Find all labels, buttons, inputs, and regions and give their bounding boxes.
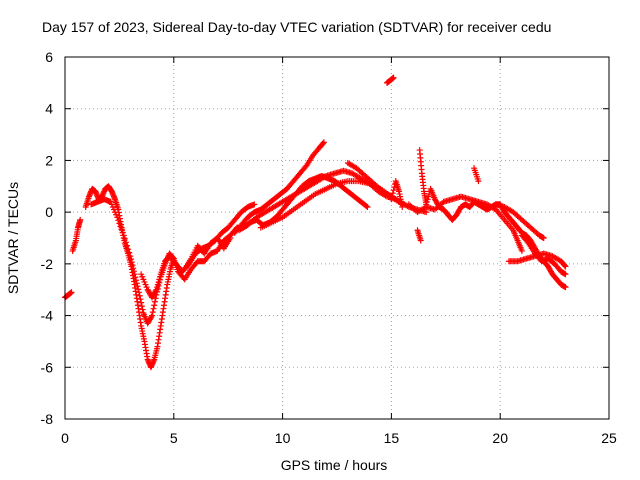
data-point bbox=[130, 268, 137, 275]
data-point bbox=[475, 178, 482, 185]
data-point bbox=[423, 209, 430, 216]
data-point bbox=[131, 271, 138, 278]
data-point bbox=[116, 220, 123, 227]
data-point bbox=[133, 277, 140, 284]
data-point bbox=[151, 298, 158, 305]
data-point bbox=[388, 196, 395, 203]
data-point bbox=[227, 235, 234, 241]
plot-frame bbox=[64, 56, 610, 420]
data-point bbox=[561, 262, 568, 269]
y-tick-label: -2 bbox=[41, 256, 54, 272]
chart-title: Day 157 of 2023, Sidereal Day-to-day VTE… bbox=[42, 19, 551, 35]
x-tick-label: 20 bbox=[492, 430, 508, 446]
data-point bbox=[77, 216, 84, 223]
x-tick-label: 0 bbox=[61, 430, 69, 446]
x-tick-label: 15 bbox=[384, 430, 400, 446]
data-point bbox=[135, 289, 142, 296]
data-point bbox=[302, 163, 309, 170]
data-point bbox=[125, 246, 132, 253]
data-point bbox=[115, 217, 122, 224]
y-tick-label: -8 bbox=[41, 411, 54, 427]
x-axis-label: GPS time / hours bbox=[281, 457, 388, 473]
data-point bbox=[390, 74, 397, 81]
data-point bbox=[364, 203, 371, 210]
data-point bbox=[399, 203, 406, 210]
data-point bbox=[129, 262, 136, 269]
data-point bbox=[562, 271, 569, 278]
data-point bbox=[389, 193, 396, 200]
data-point bbox=[121, 235, 128, 242]
data-point bbox=[126, 249, 133, 256]
data-point bbox=[128, 259, 135, 266]
data-point bbox=[119, 229, 126, 236]
data-point bbox=[124, 242, 131, 249]
data-point bbox=[117, 223, 124, 230]
data-point bbox=[562, 284, 569, 291]
data-point bbox=[152, 288, 159, 295]
data-point bbox=[251, 201, 258, 208]
data-point bbox=[127, 253, 134, 260]
y-tick-label: 4 bbox=[45, 101, 53, 117]
data-points bbox=[62, 74, 569, 371]
data-point bbox=[138, 303, 145, 310]
data-point bbox=[151, 302, 158, 309]
data-point bbox=[150, 305, 157, 312]
y-tick-label: -6 bbox=[41, 359, 54, 375]
data-point bbox=[68, 289, 75, 296]
data-point bbox=[130, 265, 137, 272]
data-point bbox=[518, 247, 525, 254]
data-point bbox=[417, 237, 424, 244]
data-point bbox=[320, 140, 327, 147]
data-point bbox=[363, 203, 370, 210]
y-tick-label: 0 bbox=[45, 204, 53, 220]
data-point bbox=[136, 292, 143, 299]
data-point bbox=[138, 299, 145, 306]
y-tick-label: -4 bbox=[41, 308, 54, 324]
y-axis-label: SDTVAR / TECUs bbox=[5, 182, 21, 294]
data-point bbox=[149, 309, 156, 316]
data-point bbox=[132, 274, 139, 281]
data-point bbox=[118, 226, 125, 233]
data-point bbox=[114, 214, 121, 221]
x-tick-label: 25 bbox=[601, 430, 617, 446]
data-point bbox=[540, 235, 547, 241]
data-point bbox=[148, 313, 155, 320]
data-point bbox=[122, 239, 129, 246]
data-point bbox=[389, 190, 396, 197]
data-point bbox=[137, 296, 144, 303]
data-point bbox=[134, 283, 141, 290]
grid bbox=[65, 57, 609, 419]
data-point bbox=[135, 286, 142, 293]
data-point bbox=[320, 139, 327, 146]
x-axis: 0 5 10 15 20 25 bbox=[61, 57, 617, 446]
y-axis: -8 -6 -4 -2 0 2 4 6 bbox=[41, 49, 609, 427]
data-point bbox=[149, 312, 156, 319]
data-point bbox=[139, 306, 146, 313]
y-tick-label: 6 bbox=[45, 49, 53, 65]
data-point bbox=[562, 263, 569, 270]
x-tick-label: 5 bbox=[170, 430, 178, 446]
data-point bbox=[120, 232, 127, 239]
data-point bbox=[133, 280, 140, 287]
x-tick-label: 10 bbox=[275, 430, 291, 446]
data-point bbox=[524, 238, 531, 245]
y-tick-label: 2 bbox=[45, 152, 53, 168]
data-point bbox=[128, 256, 135, 263]
